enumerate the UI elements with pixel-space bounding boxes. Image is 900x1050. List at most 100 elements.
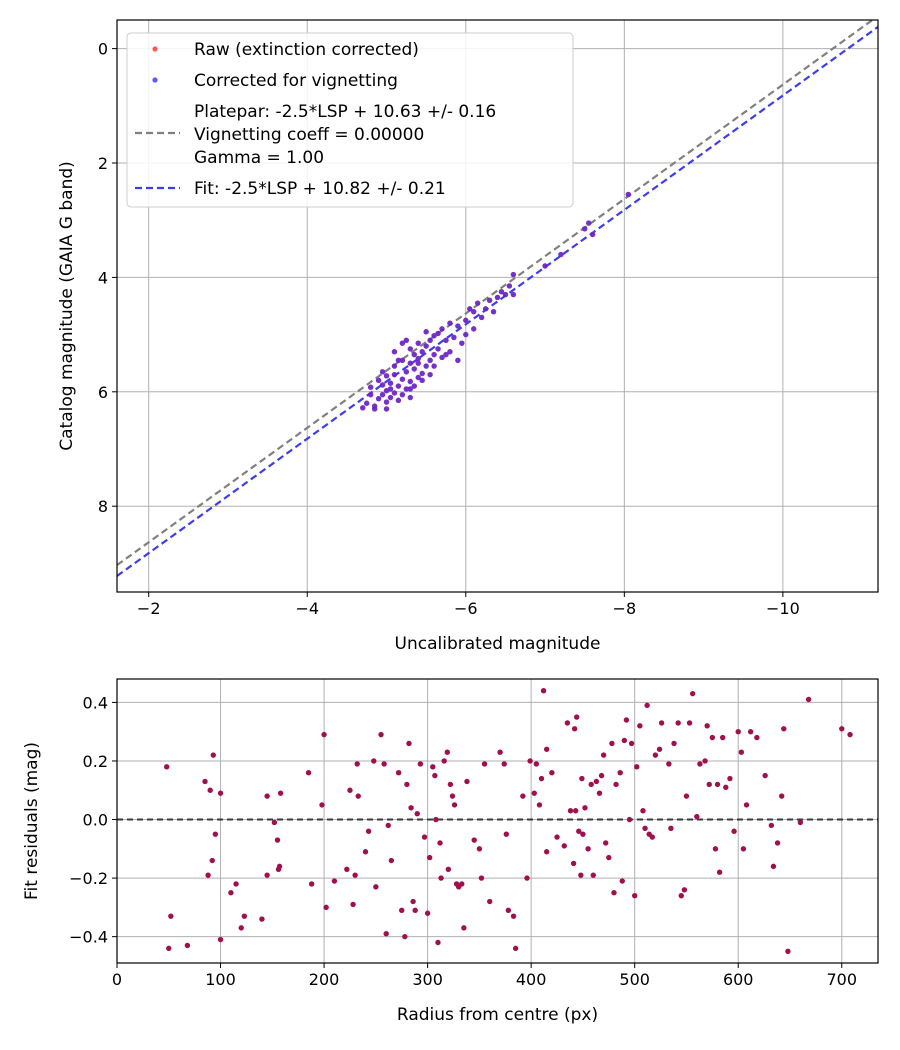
corrected-point (490, 309, 497, 315)
residual-point (564, 720, 571, 726)
residual-point (571, 726, 578, 732)
corrected-point (435, 330, 441, 337)
line-platepar (117, 20, 875, 567)
corrected-point (447, 349, 453, 355)
residual-point (678, 892, 684, 899)
residual-point (437, 840, 443, 846)
residual-point (426, 854, 433, 861)
residual-point (621, 737, 628, 744)
corrected-point (387, 394, 394, 401)
top-y-tick-label: 8 (98, 497, 108, 516)
residual-point (549, 769, 555, 776)
residual-point (271, 819, 278, 826)
residual-point (212, 831, 219, 837)
residual-point (421, 834, 428, 840)
residual-point (323, 904, 329, 911)
residual-point (410, 898, 416, 905)
residual-point (531, 790, 537, 796)
residual-point (538, 775, 545, 782)
residual-point (441, 758, 447, 764)
residual-point (561, 843, 567, 849)
corrected-point (399, 376, 406, 382)
corrected-point (443, 337, 449, 344)
corrected-point (403, 386, 410, 392)
residual-point (451, 802, 458, 808)
corrected-point (427, 357, 433, 364)
residual-point (233, 881, 239, 887)
residual-point (412, 907, 418, 913)
corrected-point (407, 360, 414, 366)
corrected-point (510, 271, 517, 278)
residual-point (478, 875, 485, 881)
residual-point (402, 933, 408, 940)
top-plot-area (117, 20, 878, 577)
corrected-point (407, 346, 414, 352)
residual-point (644, 702, 650, 709)
residual-point (543, 849, 550, 855)
residual-point (743, 802, 750, 808)
legend-raw-marker (152, 46, 158, 52)
corrected-point (411, 383, 417, 389)
residual-point (689, 690, 696, 697)
residual-point (675, 720, 681, 726)
corrected-point (379, 382, 386, 388)
residual-point (388, 857, 395, 864)
corrected-point (367, 391, 374, 398)
legend-platepar-label-3: Gamma = 1.00 (194, 148, 324, 168)
corrected-point (419, 349, 425, 355)
residual-point (383, 931, 389, 937)
corrected-point (482, 306, 489, 312)
corrected-point (447, 320, 453, 326)
residual-point (658, 720, 665, 726)
residual-point (527, 758, 533, 764)
corrected-point (399, 357, 406, 364)
corrected-point (383, 406, 390, 412)
residual-point (331, 878, 338, 884)
residual-point (686, 720, 693, 726)
bottom-x-ticks: 0 100 200 300 400 500 600 700 (112, 963, 857, 989)
residual-point (449, 793, 456, 799)
bottom-x-axis-label: Radius from centre (px) (397, 1005, 598, 1025)
bottom-x-tick-label: 100 (205, 970, 236, 989)
residual-point (238, 925, 244, 931)
bottom-x-tick-label: 0 (112, 970, 122, 989)
corrected-point (367, 384, 374, 390)
bottom-y-axis-label: Fit residuals (mag) (22, 742, 42, 900)
residual-point (163, 764, 170, 770)
residual-point (277, 790, 284, 796)
residual-point (731, 828, 737, 834)
residual-point (168, 913, 174, 919)
corrected-point (375, 377, 382, 384)
residual-point (505, 907, 512, 913)
residuals-plot: 0 100 200 300 400 500 600 700 0.4 0.2 0.0 −0.2 −0.4… (22, 678, 879, 1025)
corrected-point (379, 369, 386, 375)
residual-point (723, 784, 729, 791)
residual-point (588, 781, 594, 788)
residual-point (536, 802, 543, 808)
residual-point (406, 740, 412, 747)
bottom-y-tick-label: 0.0 (83, 811, 108, 830)
corrected-point (415, 360, 421, 366)
residual-point (642, 825, 648, 832)
corrected-point (364, 400, 370, 406)
residual-point (347, 787, 353, 793)
residual-point (576, 828, 582, 834)
corrected-point (371, 406, 378, 412)
corrected-point (360, 405, 366, 411)
residual-point (461, 925, 467, 931)
corrected-point (431, 351, 437, 358)
corrected-point (411, 366, 417, 372)
residual-point (570, 860, 577, 867)
residual-point (510, 913, 517, 919)
corrected-point (399, 340, 406, 346)
residual-point (652, 752, 659, 758)
corrected-point (463, 331, 469, 338)
residual-point (572, 808, 579, 814)
corrected-point (463, 317, 469, 323)
residual-point (694, 813, 700, 820)
corrected-point (399, 391, 406, 398)
residual-point (681, 887, 688, 893)
residual-point (241, 913, 248, 919)
residual-point (617, 769, 623, 776)
corrected-point (439, 326, 445, 332)
